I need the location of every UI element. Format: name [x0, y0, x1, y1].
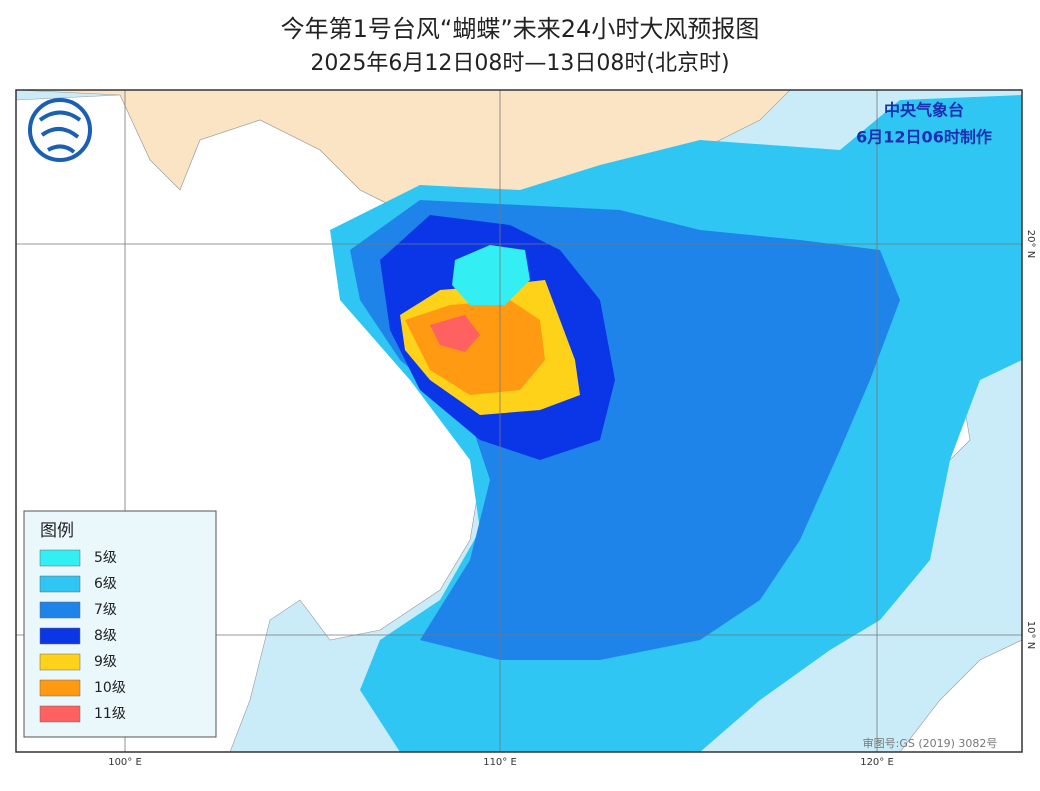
legend-label: 9级: [94, 654, 117, 670]
legend-label: 6级: [94, 576, 117, 592]
agency: 中央气象台: [884, 101, 964, 120]
legend-swatch: [39, 575, 81, 593]
legend-swatch: [39, 601, 81, 619]
legend-label: 10级: [94, 680, 126, 696]
legend-swatch: [39, 705, 81, 723]
longitude-label: 120° E: [860, 757, 894, 768]
legend-swatch: [39, 653, 81, 671]
legend-label: 11级: [94, 706, 126, 722]
approval-number: 审图号:GS (2019) 3082号: [863, 736, 998, 750]
land-borneo: [899, 639, 1022, 752]
latitude-label: 10° N: [1025, 621, 1036, 649]
latitude-label: 20° N: [1025, 230, 1036, 258]
wind-zone: [430, 315, 480, 352]
longitude-label: 110° E: [483, 757, 517, 768]
legend-swatch: [39, 679, 81, 697]
legend-label: 7级: [94, 602, 117, 618]
title: 今年第1号台风“蝴蝶”未来24小时大风预报图: [281, 15, 760, 43]
wind-zone: [452, 245, 530, 305]
legend-swatch: [39, 549, 81, 567]
issue-time: 6月12日06时制作: [856, 128, 992, 147]
subtitle: 2025年6月12日08时—13日08时(北京时): [310, 51, 729, 76]
map-frame: [15, 89, 1023, 753]
legend-label: 8级: [94, 628, 117, 644]
longitude-label: 100° E: [108, 757, 142, 768]
logo: [28, 98, 92, 162]
legend-swatch: [39, 627, 81, 645]
legend-box: [23, 510, 217, 738]
legend: 图例 5级 6级 7级 8级 9级 10级 11级: [23, 510, 217, 738]
map-area: [16, 90, 1022, 752]
legend-label: 5级: [94, 550, 117, 566]
legend-title: 图例: [40, 521, 74, 541]
